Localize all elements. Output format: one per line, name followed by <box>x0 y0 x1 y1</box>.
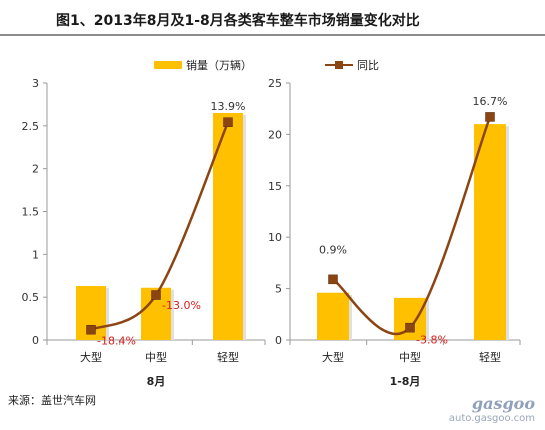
y-tick-label: 0.5 <box>22 291 40 304</box>
yoy-data-label: 16.7% <box>473 95 508 108</box>
x-tick-label: 中型 <box>399 350 421 364</box>
yoy-marker <box>151 290 161 300</box>
y-tick-label: 0 <box>32 334 39 347</box>
x-tick-label: 轻型 <box>217 350 239 364</box>
x-tick-label: 中型 <box>145 350 167 364</box>
bar-大型 <box>317 292 349 340</box>
yoy-data-label: 13.9% <box>211 100 246 113</box>
panel-title: 1-8月 <box>390 375 421 388</box>
yoy-data-label: 0.9% <box>319 243 347 256</box>
legend-label-sales: 销量（万辆） <box>186 58 252 72</box>
legend-label-yoy: 同比 <box>357 59 379 72</box>
title-divider <box>0 34 545 36</box>
watermark-logo: gasgoo <box>471 394 535 413</box>
x-tick-label: 大型 <box>322 350 344 364</box>
y-tick-label: 20 <box>268 128 282 141</box>
yoy-series-line <box>90 121 230 331</box>
yoy-data-label: -13.0% <box>162 299 201 312</box>
y-tick-label: 1 <box>32 248 39 261</box>
legend-marker-yoy <box>335 61 343 69</box>
y-tick-label: 5 <box>275 283 282 296</box>
y-tick-label: 15 <box>268 180 282 193</box>
y-tick-label: 1.5 <box>22 206 40 219</box>
chart-title: 图1、2013年8月及1-8月各类客车整车市场销量变化对比 <box>56 13 420 29</box>
chart-area: 销量（万辆） 同比 0 0.5 1 1.5 2 2.5 3 大型 中型 轻型 8月 -18.4% -13.0… <box>22 58 521 388</box>
y-tick-label: 2.5 <box>22 120 40 133</box>
y-tick-label: 10 <box>268 231 282 244</box>
yoy-data-label: -18.4% <box>97 335 136 348</box>
legend-swatch-sales <box>154 61 182 69</box>
yoy-marker <box>328 274 338 285</box>
y-tick-label: 25 <box>268 77 282 90</box>
panel-title: 8月 <box>147 375 166 388</box>
yoy-marker <box>485 112 495 122</box>
watermark-url: auto.gasgoo.com <box>448 413 535 424</box>
y-tick-label: 0 <box>275 334 282 347</box>
source-note: 来源：盖世汽车网 <box>8 394 96 407</box>
yoy-marker <box>223 117 233 127</box>
yoy-marker <box>86 324 96 335</box>
x-tick-label: 大型 <box>80 350 102 364</box>
y-tick-label: 3 <box>32 77 39 90</box>
bar-轻型 <box>474 124 506 341</box>
yoy-series-line <box>332 116 492 336</box>
watermark: gasgoo auto.gasgoo.com <box>449 394 535 424</box>
x-tick-label: 轻型 <box>479 350 501 364</box>
y-tick-label: 2 <box>32 163 39 176</box>
yoy-marker <box>405 322 415 333</box>
yoy-data-label: -3.8% <box>416 334 448 347</box>
